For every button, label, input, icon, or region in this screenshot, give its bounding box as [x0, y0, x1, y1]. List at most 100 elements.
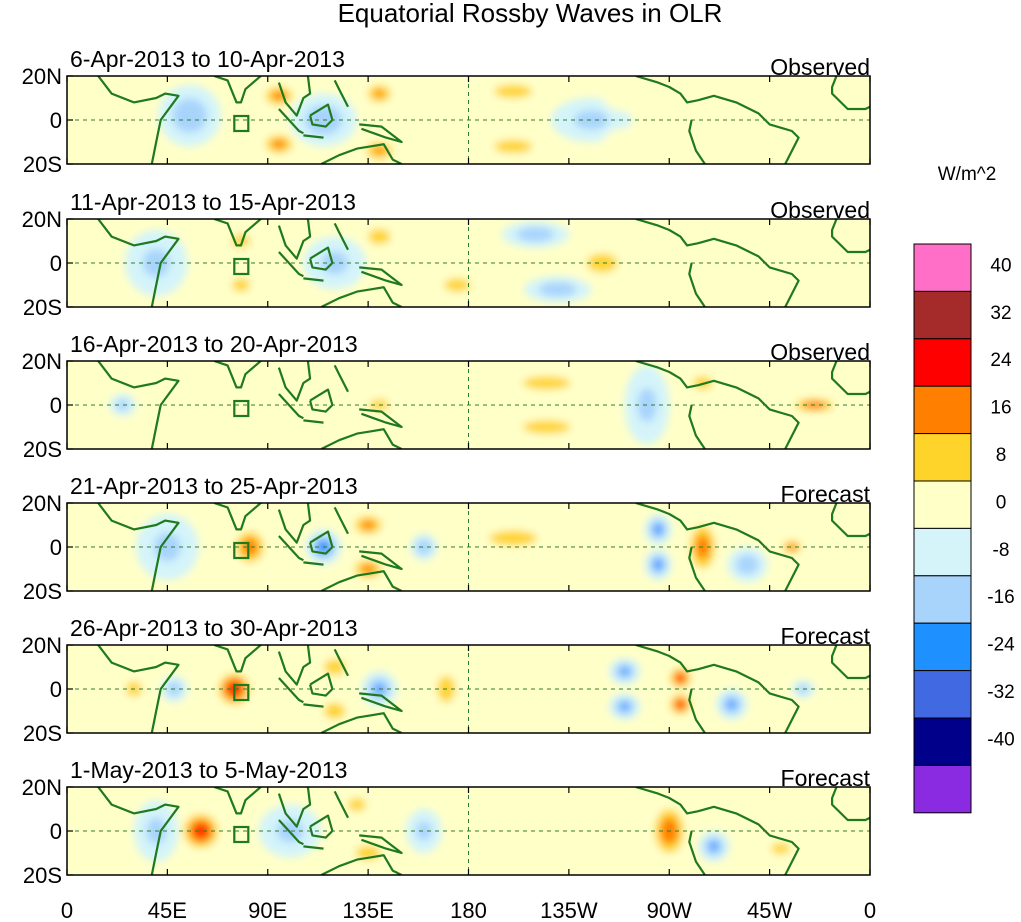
- x-tick-label: 90W: [647, 898, 692, 922]
- coastline-9: [320, 428, 403, 449]
- coastline-7: [359, 692, 403, 713]
- colorbar-swatch-11: [913, 717, 972, 766]
- coastline-9: [320, 712, 403, 733]
- anomaly-9-band-3: [653, 559, 663, 570]
- anomaly-10-band-1: [602, 82, 670, 114]
- y-tick-label: 0: [50, 393, 62, 418]
- coastline-6: [309, 246, 334, 271]
- coastline-2: [213, 787, 263, 815]
- anomaly-11-band-4: [677, 701, 684, 708]
- coastline-7: [359, 123, 403, 144]
- coastline-11: [688, 262, 706, 307]
- colorbar-swatch-4: [913, 385, 972, 435]
- colorbar-units: W/m^2: [938, 164, 997, 185]
- coastline-1: [97, 787, 180, 875]
- x-tick-label: 90E: [248, 898, 287, 922]
- colorbar-label: -8: [993, 540, 1010, 561]
- panel-4: 20N 0 20S 21-Apr-2013 to 25-Apr-2013 Forecas…: [22, 473, 871, 604]
- panel-6: 20N 0 20S 1-May-2013 to 5-May-2013 Forecast: [22, 757, 871, 888]
- anomaly-6-band-2: [416, 821, 432, 841]
- anomaly-field: [116, 653, 815, 725]
- coastline-4: [278, 677, 304, 704]
- coastline-6: [309, 103, 334, 128]
- coastline-5: [303, 561, 324, 566]
- coastline-11: [688, 404, 706, 449]
- coastline-8: [333, 364, 349, 393]
- coastline-5: [303, 419, 324, 424]
- anomaly-5-band-2: [368, 228, 391, 245]
- coastline-1: [97, 503, 180, 591]
- anomaly-8-band-3: [653, 524, 663, 535]
- coastline-8: [333, 506, 349, 535]
- coastline-1: [97, 76, 180, 164]
- y-tick-label: 20S: [23, 721, 62, 746]
- coastline-4: [278, 251, 304, 278]
- coastline-10: [635, 645, 800, 733]
- anomaly-1-band-2: [172, 98, 208, 133]
- y-tick-label: 0: [50, 819, 62, 844]
- colorbar-swatch-2: [913, 290, 972, 340]
- anomaly-3-band-2: [232, 278, 250, 292]
- anomaly-11-band-1: [602, 126, 670, 158]
- coastline-3: [277, 645, 312, 686]
- coastline-11: [688, 546, 706, 591]
- anomaly-2-band-1: [160, 365, 241, 419]
- anomaly-8-band-2: [539, 282, 577, 297]
- coastline-10: [635, 219, 800, 307]
- coastline-2: [213, 361, 263, 389]
- coastline-12: [830, 503, 870, 538]
- x-tick-label: 45E: [148, 898, 187, 922]
- y-tick-label: 20N: [22, 633, 62, 658]
- anomaly-5-band-2: [522, 376, 571, 390]
- panel-kind: Forecast: [781, 623, 871, 649]
- colorbar: 40 32 24 16 8 0 -8 -16 -24 -32 -40: [913, 243, 1015, 814]
- coastline-11: [688, 119, 706, 164]
- chart-title: Equatorial Rossby Waves in OLR: [338, 0, 723, 28]
- panel-kind: Observed: [770, 197, 870, 223]
- anomaly-9-band-2: [573, 110, 609, 130]
- coastline-10: [635, 787, 800, 875]
- panel-1: 20N 0 20S 6-Apr-2013 to 10-Apr-2013 Observed: [22, 46, 871, 177]
- x-axis: 0 45E 90E 135E 180 135W 90W 45W 0: [61, 898, 876, 922]
- panel-kind: Forecast: [781, 765, 871, 791]
- y-tick-label: 20S: [23, 863, 62, 888]
- x-tick-label: 135E: [342, 898, 393, 922]
- colorbar-swatch-9: [913, 622, 972, 672]
- anomaly-6-band-2: [522, 420, 571, 434]
- coastline-6: [309, 530, 334, 555]
- anomaly-5-band-3: [361, 564, 375, 574]
- reference-box: [233, 257, 250, 276]
- reference-box: [233, 114, 250, 133]
- y-tick-label: 0: [50, 108, 62, 133]
- panel-date-range: 11-Apr-2013 to 15-Apr-2013: [70, 189, 356, 215]
- coastline-7: [359, 834, 403, 855]
- coastline-2: [213, 645, 263, 673]
- anomaly-7-band-2: [516, 227, 555, 242]
- colorbar-label: -40: [987, 729, 1014, 750]
- coastline-6: [309, 814, 334, 839]
- panel-kind: Observed: [770, 54, 870, 80]
- coastline-8: [333, 79, 349, 108]
- anomaly-7-band-2: [493, 84, 533, 98]
- coastlines: [97, 645, 870, 733]
- panel-kind: Observed: [770, 339, 870, 365]
- anomaly-4-band-3: [272, 139, 286, 149]
- panel-date-range: 1-May-2013 to 5-May-2013: [70, 757, 347, 783]
- coastline-12: [830, 219, 870, 254]
- anomaly-11-band-2: [736, 554, 759, 575]
- coastline-5: [303, 277, 324, 282]
- anomaly-12-band-3: [786, 543, 798, 551]
- anomaly-1-band-2: [153, 532, 181, 562]
- coastline-9: [320, 854, 403, 875]
- anomaly-4-band-2: [323, 659, 346, 675]
- coastline-5: [303, 703, 324, 708]
- coastline-7: [359, 408, 403, 429]
- coastline-11: [688, 688, 706, 733]
- anomaly-10-band-2: [771, 842, 791, 855]
- coastline-4: [278, 108, 304, 135]
- coastline-1: [97, 645, 180, 733]
- coastline-8: [333, 222, 349, 251]
- coastline-12: [830, 361, 870, 396]
- y-tick-label: 20N: [22, 64, 62, 89]
- colorbar-label: 24: [990, 350, 1012, 371]
